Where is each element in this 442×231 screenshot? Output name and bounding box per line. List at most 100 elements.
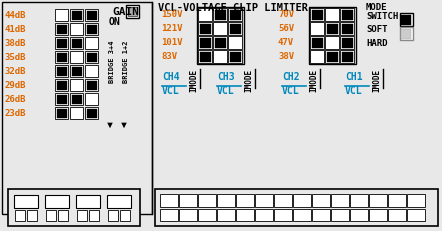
Bar bbox=[400, 14, 413, 27]
Bar bbox=[312, 10, 323, 20]
Bar bbox=[331, 209, 349, 221]
Bar bbox=[312, 209, 330, 221]
Bar bbox=[199, 24, 210, 34]
Bar bbox=[70, 38, 83, 50]
Bar bbox=[57, 67, 66, 76]
Text: VCL: VCL bbox=[217, 86, 235, 96]
Bar bbox=[293, 209, 311, 221]
Bar bbox=[229, 10, 240, 20]
Text: CH3: CH3 bbox=[217, 72, 235, 82]
Text: 101V: 101V bbox=[161, 38, 183, 47]
Bar bbox=[400, 28, 413, 41]
Text: 83V: 83V bbox=[161, 52, 177, 61]
Bar bbox=[255, 194, 273, 207]
Bar bbox=[108, 210, 118, 221]
Polygon shape bbox=[106, 125, 114, 131]
Bar bbox=[199, 38, 210, 48]
Bar bbox=[198, 194, 216, 207]
Bar bbox=[14, 195, 38, 208]
Bar bbox=[274, 209, 292, 221]
Bar bbox=[407, 209, 425, 221]
Text: 26dB: 26dB bbox=[4, 94, 26, 103]
Bar bbox=[229, 24, 240, 34]
Text: 32dB: 32dB bbox=[4, 67, 26, 76]
Bar bbox=[274, 194, 292, 207]
Bar bbox=[309, 8, 356, 65]
Text: HARD: HARD bbox=[366, 39, 388, 48]
Bar bbox=[55, 52, 68, 64]
Bar bbox=[217, 209, 235, 221]
Bar bbox=[369, 209, 387, 221]
Bar bbox=[70, 94, 83, 106]
Bar bbox=[107, 195, 131, 208]
Bar bbox=[310, 37, 324, 50]
Bar bbox=[198, 9, 212, 22]
Text: BRIDGE 3+4: BRIDGE 3+4 bbox=[109, 41, 115, 83]
Bar bbox=[331, 194, 349, 207]
Bar bbox=[327, 24, 338, 34]
Text: 29dB: 29dB bbox=[4, 81, 26, 90]
Text: 23dB: 23dB bbox=[4, 109, 26, 118]
Text: 47V: 47V bbox=[278, 38, 294, 47]
Bar bbox=[228, 37, 242, 50]
Bar bbox=[120, 210, 130, 221]
Bar bbox=[401, 29, 412, 39]
Text: VCL: VCL bbox=[345, 86, 362, 96]
Bar bbox=[55, 66, 68, 78]
Bar bbox=[369, 194, 387, 207]
Bar bbox=[342, 38, 353, 48]
Text: 56V: 56V bbox=[278, 24, 294, 33]
Bar bbox=[85, 52, 98, 64]
Text: MODE: MODE bbox=[366, 3, 388, 12]
Bar bbox=[214, 38, 225, 48]
Bar bbox=[228, 9, 242, 22]
Bar bbox=[179, 209, 197, 221]
Bar bbox=[388, 209, 406, 221]
Bar bbox=[325, 23, 339, 36]
Bar bbox=[214, 10, 225, 20]
Text: 41dB: 41dB bbox=[4, 25, 26, 34]
Bar bbox=[89, 210, 99, 221]
Text: VCL-VOLTAGE CLIP LIMITER: VCL-VOLTAGE CLIP LIMITER bbox=[158, 3, 308, 13]
Bar bbox=[85, 108, 98, 119]
Bar bbox=[55, 108, 68, 119]
Bar bbox=[198, 37, 212, 50]
Bar bbox=[350, 209, 368, 221]
Bar bbox=[55, 10, 68, 22]
Text: 121V: 121V bbox=[161, 24, 183, 33]
Bar bbox=[255, 209, 273, 221]
Bar bbox=[70, 80, 83, 92]
Bar bbox=[55, 94, 68, 106]
Bar bbox=[197, 8, 244, 65]
Bar bbox=[85, 10, 98, 22]
Bar bbox=[340, 9, 354, 22]
Bar bbox=[57, 39, 66, 48]
Bar bbox=[85, 38, 98, 50]
Bar bbox=[77, 210, 87, 221]
Bar bbox=[179, 194, 197, 207]
Bar bbox=[327, 52, 338, 62]
Bar bbox=[236, 194, 254, 207]
Bar bbox=[76, 195, 100, 208]
Bar bbox=[340, 51, 354, 64]
Bar bbox=[340, 37, 354, 50]
Text: 70V: 70V bbox=[278, 10, 294, 19]
Bar bbox=[228, 23, 242, 36]
Text: IMODE: IMODE bbox=[244, 68, 254, 91]
Bar bbox=[198, 23, 212, 36]
Text: SWITCH: SWITCH bbox=[366, 12, 398, 21]
Bar bbox=[312, 38, 323, 48]
Bar bbox=[57, 81, 66, 90]
Bar bbox=[217, 194, 235, 207]
Bar bbox=[310, 51, 324, 64]
Bar bbox=[72, 39, 81, 48]
Bar bbox=[312, 194, 330, 207]
Bar bbox=[70, 52, 83, 64]
Bar bbox=[87, 109, 96, 118]
Bar bbox=[57, 53, 66, 62]
Bar bbox=[407, 194, 425, 207]
Bar bbox=[126, 6, 139, 19]
Bar bbox=[70, 10, 83, 22]
Text: CH2: CH2 bbox=[282, 72, 300, 82]
Bar bbox=[85, 80, 98, 92]
